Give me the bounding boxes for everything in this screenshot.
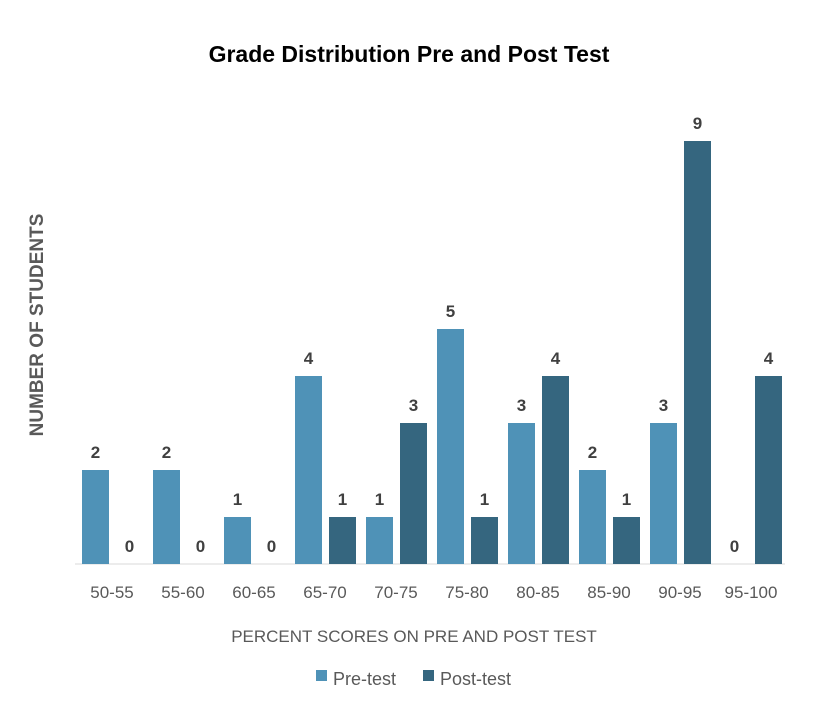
bar-post-test bbox=[329, 517, 356, 564]
data-label-pre-test: 0 bbox=[730, 537, 739, 556]
data-label-pre-test: 3 bbox=[517, 396, 526, 415]
data-label-pre-test: 1 bbox=[233, 490, 242, 509]
data-label-post-test: 0 bbox=[125, 537, 134, 556]
x-tick-label: 95-100 bbox=[725, 583, 778, 602]
data-label-post-test: 1 bbox=[480, 490, 489, 509]
x-tick-label: 70-75 bbox=[374, 583, 417, 602]
data-label-pre-test: 5 bbox=[446, 302, 455, 321]
x-tick-label: 55-60 bbox=[161, 583, 204, 602]
bar-pre-test bbox=[224, 517, 251, 564]
bar-post-test bbox=[542, 376, 569, 564]
legend: Pre-test Post-test bbox=[316, 669, 511, 689]
bar-post-test bbox=[471, 517, 498, 564]
x-axis-title: PERCENT SCORES ON PRE AND POST TEST bbox=[231, 627, 597, 646]
data-label-post-test: 9 bbox=[693, 114, 702, 133]
x-tick-label: 65-70 bbox=[303, 583, 346, 602]
data-label-pre-test: 2 bbox=[588, 443, 597, 462]
data-label-post-test: 1 bbox=[338, 490, 347, 509]
x-tick-label: 80-85 bbox=[516, 583, 559, 602]
bar-pre-test bbox=[650, 423, 677, 564]
data-label-post-test: 0 bbox=[196, 537, 205, 556]
data-label-post-test: 1 bbox=[622, 490, 631, 509]
bar-post-test bbox=[755, 376, 782, 564]
x-tick-label: 50-55 bbox=[90, 583, 133, 602]
bar-pre-test bbox=[153, 470, 180, 564]
bar-pre-test bbox=[366, 517, 393, 564]
x-tick-label: 75-80 bbox=[445, 583, 488, 602]
x-tick-label: 90-95 bbox=[658, 583, 701, 602]
x-tick-label: 85-90 bbox=[587, 583, 630, 602]
bar-post-test bbox=[400, 423, 427, 564]
data-label-pre-test: 1 bbox=[375, 490, 384, 509]
bar-post-test bbox=[613, 517, 640, 564]
data-label-pre-test: 2 bbox=[162, 443, 171, 462]
data-label-pre-test: 3 bbox=[659, 396, 668, 415]
legend-swatch-pre-test bbox=[316, 670, 327, 681]
bar-pre-test bbox=[82, 470, 109, 564]
legend-swatch-post-test bbox=[423, 670, 434, 681]
data-label-post-test: 4 bbox=[764, 349, 774, 368]
bar-pre-test bbox=[579, 470, 606, 564]
bar-post-test bbox=[684, 141, 711, 564]
x-tick-label: 60-65 bbox=[232, 583, 275, 602]
data-label-pre-test: 4 bbox=[304, 349, 314, 368]
bar-pre-test bbox=[508, 423, 535, 564]
data-label-post-test: 4 bbox=[551, 349, 561, 368]
data-label-pre-test: 2 bbox=[91, 443, 100, 462]
legend-label-pre-test: Pre-test bbox=[333, 669, 396, 689]
data-label-post-test: 3 bbox=[409, 396, 418, 415]
data-label-post-test: 0 bbox=[267, 537, 276, 556]
legend-label-post-test: Post-test bbox=[440, 669, 511, 689]
bar-pre-test bbox=[437, 329, 464, 564]
bar-pre-test bbox=[295, 376, 322, 564]
chart-title: Grade Distribution Pre and Post Test bbox=[209, 41, 610, 67]
y-axis-title: NUMBER OF STUDENTS bbox=[27, 214, 48, 437]
